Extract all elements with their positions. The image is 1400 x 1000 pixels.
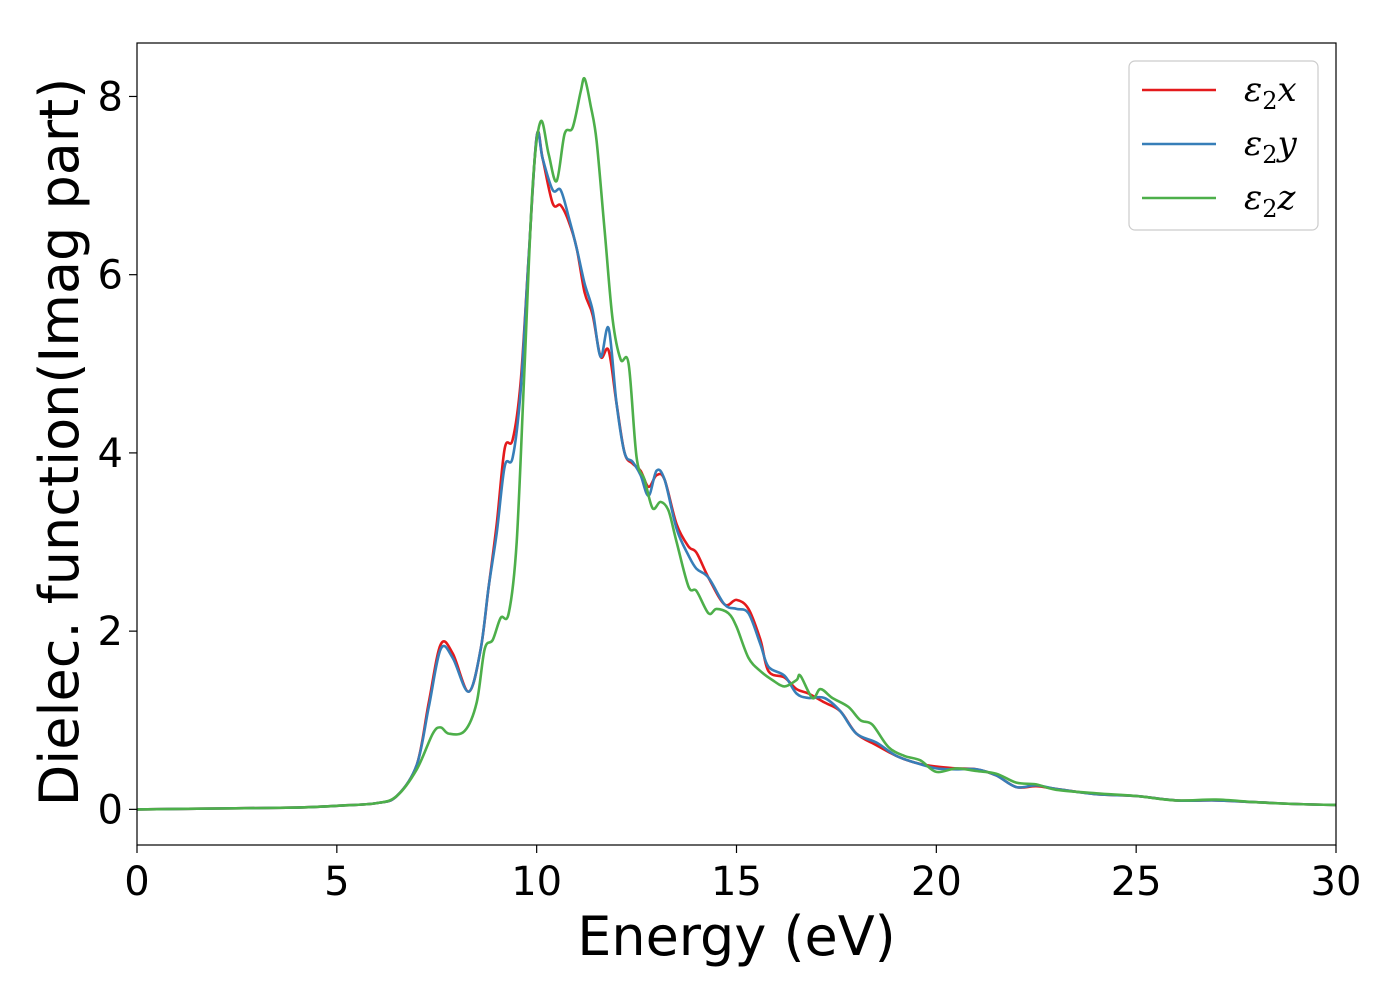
legend-label-component: z	[1277, 178, 1297, 218]
y-tick-label: 4	[98, 431, 123, 477]
legend-label-component: y	[1276, 124, 1298, 164]
y-tick-label: 2	[98, 609, 123, 655]
legend-label-subscript: 2	[1262, 87, 1277, 115]
series-line-x	[136, 130, 1337, 811]
x-tick-label: 20	[911, 859, 962, 905]
y-axis: 0 2 4 6 8	[98, 74, 137, 833]
x-tick-label: 5	[324, 859, 349, 905]
legend-label: ε2y	[1244, 124, 1298, 169]
x-tick-label: 15	[711, 859, 762, 905]
x-axis-label: Energy (eV)	[577, 905, 896, 968]
y-tick-label: 0	[98, 787, 123, 833]
legend-label: ε2x	[1244, 70, 1297, 115]
legend-box	[1128, 60, 1319, 231]
legend-label-subscript: 2	[1262, 195, 1277, 223]
legend-label-symbol: ε	[1244, 70, 1262, 110]
x-tick-label: 30	[1311, 859, 1362, 905]
x-tick-label: 10	[511, 859, 562, 905]
series-line-z	[136, 76, 1337, 811]
y-tick-label: 6	[98, 253, 123, 299]
legend-label-symbol: ε	[1244, 124, 1262, 164]
y-axis-label: Dielec. function(Imag part)	[28, 78, 91, 807]
y-tick-label: 8	[98, 74, 123, 120]
x-axis: 0 5 10 15 20 25 30	[124, 845, 1361, 905]
legend-label-component: x	[1278, 70, 1297, 110]
legend-label-subscript: 2	[1262, 141, 1277, 169]
series-line-y	[136, 130, 1337, 811]
legend-label-symbol: ε	[1244, 178, 1262, 218]
x-tick-label: 0	[124, 859, 149, 905]
x-tick-label: 25	[1111, 859, 1162, 905]
series-layer	[136, 76, 1337, 811]
legend-label: ε2z	[1244, 178, 1297, 223]
